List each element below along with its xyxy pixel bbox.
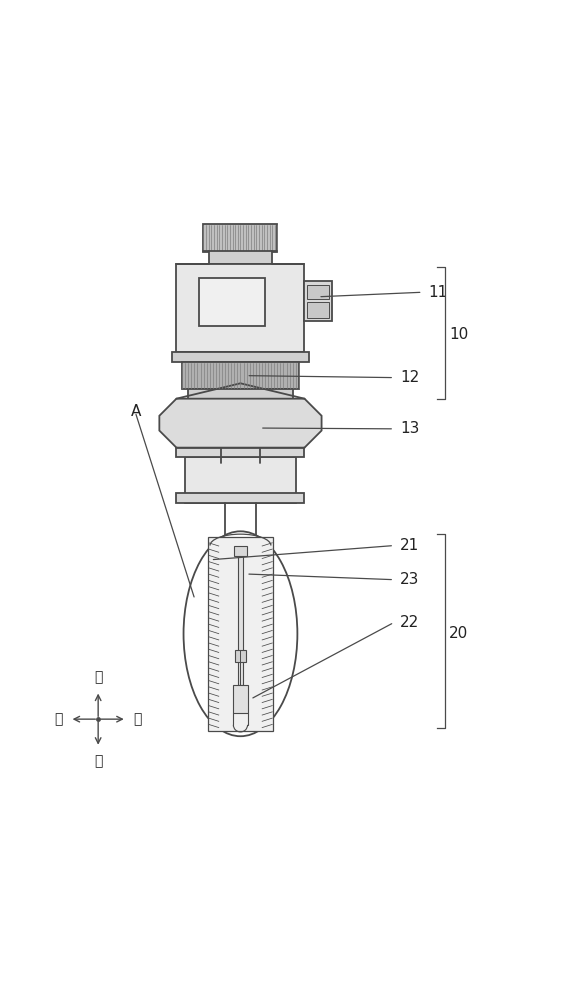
Bar [233,685,248,713]
Text: 20: 20 [450,626,468,641]
Bar [307,285,329,299]
Bar [176,493,304,503]
Bar [185,457,296,503]
Bar [188,389,293,399]
Bar [199,278,265,326]
Text: 右: 右 [133,712,142,726]
Bar [209,251,272,264]
Text: 13: 13 [400,421,419,436]
Text: 10: 10 [450,327,468,342]
Bar [204,224,277,252]
Ellipse shape [184,531,297,736]
Bar [234,546,247,556]
Bar [235,650,246,662]
Bar [304,281,332,321]
Text: 23: 23 [400,572,419,587]
Text: 22: 22 [400,615,419,630]
Text: 上: 上 [94,670,102,684]
Text: 21: 21 [400,538,419,553]
Bar [208,537,273,731]
Bar [176,448,304,457]
Text: A: A [130,404,141,419]
Bar [237,551,243,685]
Text: 下: 下 [94,754,102,768]
Bar [307,302,329,318]
Bar [172,352,309,362]
Bar [176,264,304,352]
Text: 左: 左 [54,712,63,726]
Text: 12: 12 [400,370,419,385]
Bar [182,362,299,389]
Polygon shape [160,399,321,448]
Text: 11: 11 [428,285,447,300]
